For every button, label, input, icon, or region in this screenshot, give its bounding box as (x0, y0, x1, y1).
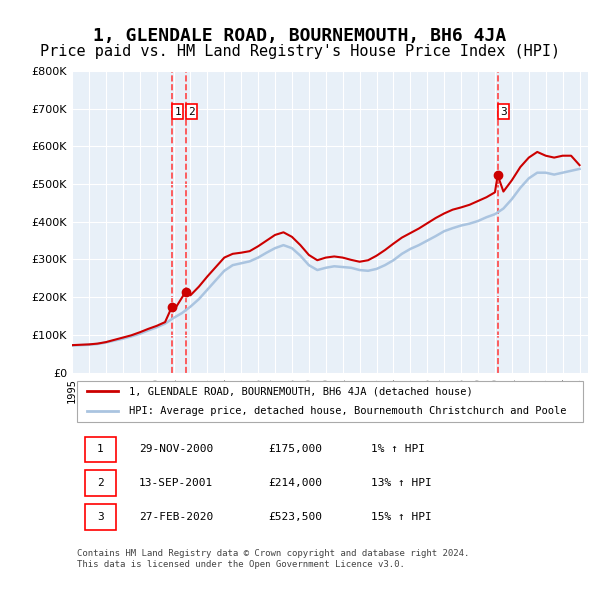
Text: 29-NOV-2000: 29-NOV-2000 (139, 444, 214, 454)
Text: Contains HM Land Registry data © Crown copyright and database right 2024.
This d: Contains HM Land Registry data © Crown c… (77, 549, 470, 569)
Text: £214,000: £214,000 (268, 478, 322, 488)
Text: 13-SEP-2001: 13-SEP-2001 (139, 478, 214, 488)
FancyBboxPatch shape (85, 437, 116, 462)
Text: 3: 3 (97, 512, 104, 522)
Text: 1: 1 (175, 107, 181, 117)
FancyBboxPatch shape (85, 470, 116, 496)
Text: 15% ↑ HPI: 15% ↑ HPI (371, 512, 432, 522)
Text: 3: 3 (500, 107, 507, 117)
Text: HPI: Average price, detached house, Bournemouth Christchurch and Poole: HPI: Average price, detached house, Bour… (129, 407, 566, 417)
Text: 1, GLENDALE ROAD, BOURNEMOUTH, BH6 4JA: 1, GLENDALE ROAD, BOURNEMOUTH, BH6 4JA (94, 27, 506, 45)
Text: £175,000: £175,000 (268, 444, 322, 454)
Text: Price paid vs. HM Land Registry's House Price Index (HPI): Price paid vs. HM Land Registry's House … (40, 44, 560, 59)
Text: 1, GLENDALE ROAD, BOURNEMOUTH, BH6 4JA (detached house): 1, GLENDALE ROAD, BOURNEMOUTH, BH6 4JA (… (129, 386, 473, 396)
Text: 27-FEB-2020: 27-FEB-2020 (139, 512, 214, 522)
Text: 1: 1 (97, 444, 104, 454)
FancyBboxPatch shape (85, 504, 116, 529)
Text: 2: 2 (97, 478, 104, 488)
Text: 2: 2 (188, 107, 195, 117)
FancyBboxPatch shape (77, 381, 583, 422)
Text: 1% ↑ HPI: 1% ↑ HPI (371, 444, 425, 454)
Text: £523,500: £523,500 (268, 512, 322, 522)
Text: 13% ↑ HPI: 13% ↑ HPI (371, 478, 432, 488)
